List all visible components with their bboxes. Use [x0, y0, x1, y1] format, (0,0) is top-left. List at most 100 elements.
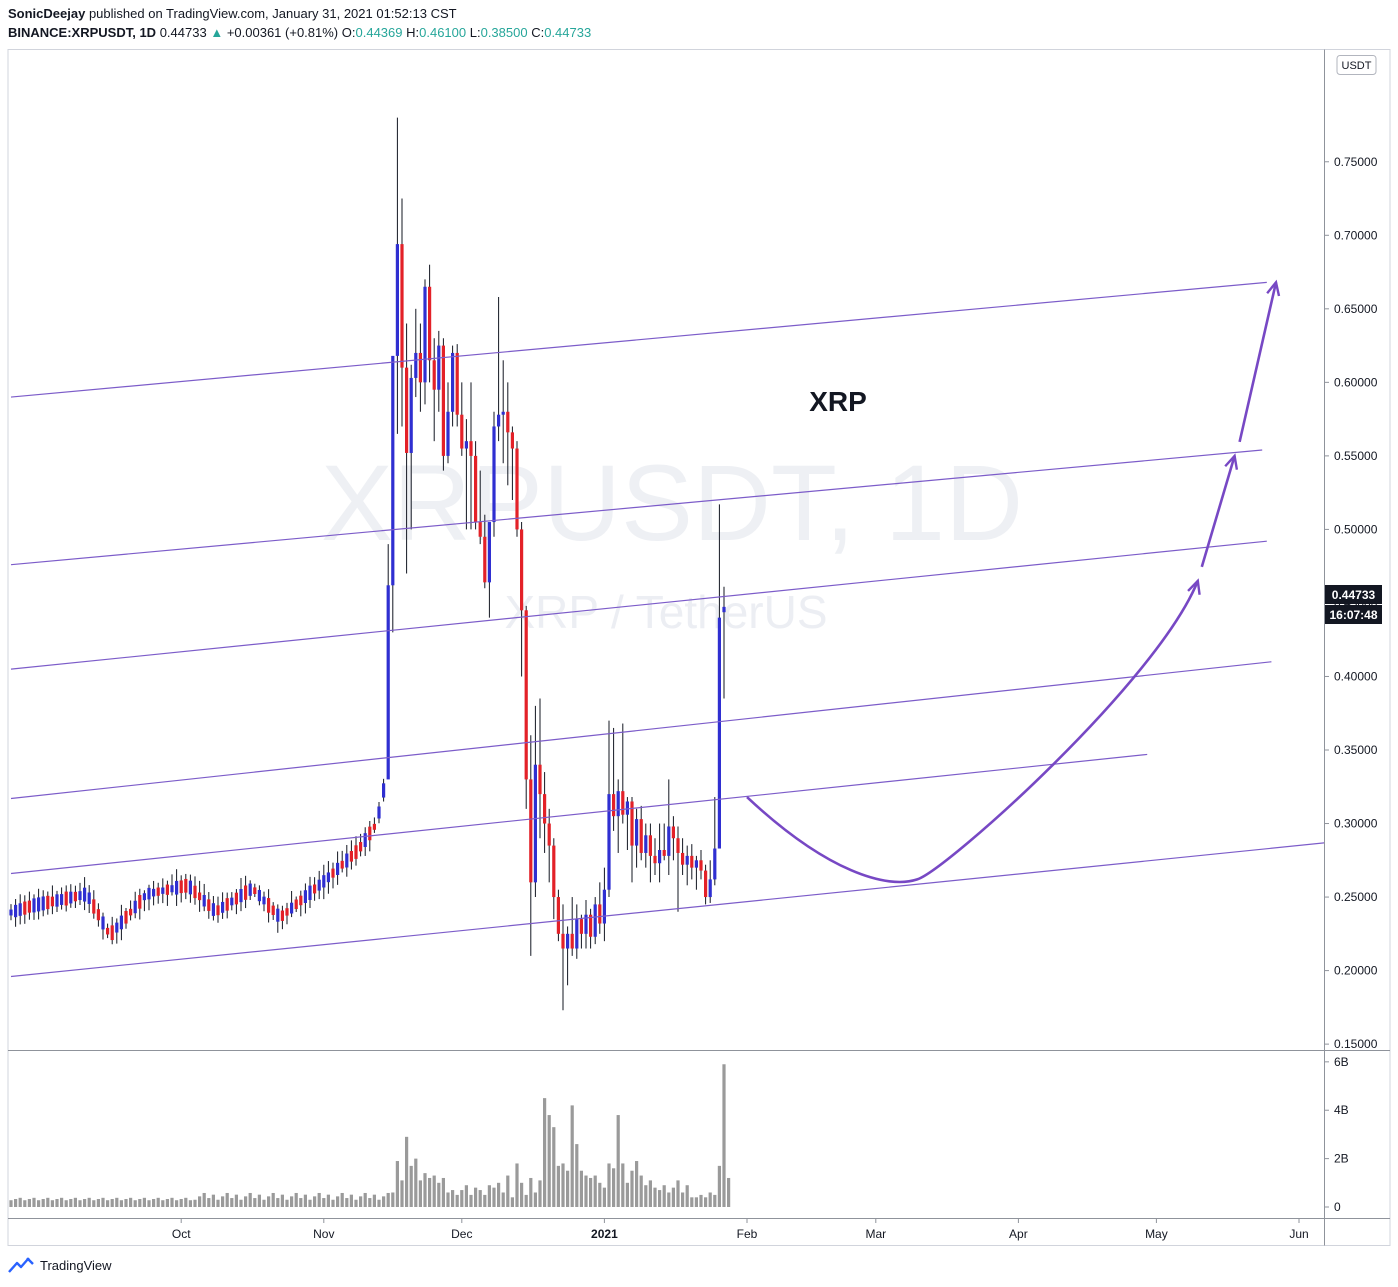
candle: [708, 860, 712, 903]
volume-bar: [124, 1199, 128, 1207]
channel-line[interactable]: [10, 832, 1398, 978]
candle: [161, 878, 165, 904]
price-tick-label: 0.65000: [1334, 302, 1378, 316]
tradingview-logo-icon[interactable]: [8, 1257, 34, 1273]
volume-bar: [717, 1165, 721, 1207]
candle: [202, 883, 206, 912]
low-label: L:: [469, 25, 481, 40]
channel-line[interactable]: [10, 540, 1267, 670]
drawings: [10, 279, 1398, 978]
candle: [50, 885, 54, 915]
price-tick-label: 0.30000: [1334, 817, 1378, 831]
channel-line[interactable]: [10, 661, 1272, 800]
candle: [244, 875, 248, 909]
publish-info: SonicDeejay published on TradingView.com…: [8, 6, 457, 21]
volume-bar: [87, 1197, 91, 1207]
volume-bar: [648, 1180, 652, 1207]
watermark-subtitle: XRP / TetherUS: [504, 586, 827, 638]
candle: [630, 797, 634, 883]
volume-bar: [55, 1199, 59, 1207]
volume-bar: [662, 1185, 666, 1207]
tradingview-brand[interactable]: TradingView: [40, 1257, 112, 1273]
channel-line[interactable]: [10, 449, 1263, 566]
projected-arrow[interactable]: [1200, 455, 1236, 568]
candle: [428, 264, 432, 383]
time-tick-label: Nov: [313, 1227, 334, 1241]
candle: [621, 723, 625, 824]
volume-bar: [18, 1197, 22, 1207]
volume-bar: [147, 1200, 151, 1207]
volume-bar: [336, 1196, 340, 1207]
volume-bar: [156, 1197, 160, 1207]
candle: [478, 470, 482, 545]
volume-bar: [727, 1177, 731, 1207]
candle: [253, 883, 257, 898]
candle: [400, 198, 404, 427]
volume-tick-label: 6B: [1334, 1055, 1349, 1069]
candle: [474, 441, 478, 530]
volume-bar: [644, 1185, 648, 1207]
volume-bar: [382, 1196, 386, 1207]
price-tick-label: 0.50000: [1334, 522, 1378, 536]
candle: [299, 890, 303, 917]
candle: [469, 382, 473, 530]
candle: [27, 891, 31, 920]
candle: [501, 360, 505, 464]
projected-curve[interactable]: [746, 580, 1200, 884]
candle: [69, 884, 73, 908]
symbol-label[interactable]: BINANCE:XRPUSDT, 1D: [8, 25, 157, 40]
candle: [87, 885, 91, 913]
candle: [267, 889, 271, 923]
volume-bar: [639, 1175, 643, 1207]
candle: [207, 892, 211, 919]
candle: [533, 705, 537, 898]
candle: [349, 840, 353, 870]
volume-bar: [704, 1197, 708, 1207]
volume-bar: [501, 1192, 505, 1207]
volume-bar: [138, 1199, 142, 1207]
volume-bar: [14, 1199, 18, 1207]
volume-bar: [290, 1196, 294, 1207]
time-axis[interactable]: Oct Nov Dec 2021 Feb Mar Apr May Jun: [172, 1218, 1309, 1241]
candle: [179, 875, 183, 903]
candle: [363, 827, 367, 856]
projected-arrow[interactable]: [1238, 282, 1278, 443]
volume-bar: [589, 1177, 593, 1207]
candle: [32, 894, 36, 920]
candle: [515, 441, 519, 537]
volume-bar: [667, 1192, 671, 1207]
candle: [83, 877, 87, 911]
price-tick-label: 0.20000: [1334, 964, 1378, 978]
volume-bar: [184, 1197, 188, 1207]
candle: [717, 504, 721, 849]
candle: [248, 880, 252, 900]
volume-bar: [248, 1192, 252, 1207]
candle: [451, 345, 455, 427]
candle: [589, 908, 593, 949]
channel-line[interactable]: [10, 753, 1148, 875]
currency-badge[interactable]: USDT: [1336, 55, 1377, 75]
candle: [276, 904, 280, 933]
volume-bar: [152, 1199, 156, 1207]
volume-axis: 6B 4B 2B 0: [1324, 1055, 1349, 1214]
author-name[interactable]: SonicDeejay: [8, 6, 86, 21]
volume-bar: [547, 1115, 551, 1207]
volume-bar: [9, 1200, 13, 1207]
volume-bar: [533, 1192, 537, 1207]
volume-bar: [621, 1163, 625, 1207]
xrp-annotation[interactable]: XRP: [809, 386, 867, 417]
volume-bar: [64, 1200, 68, 1207]
volume-bar: [391, 1192, 395, 1207]
volume-bar: [110, 1199, 114, 1207]
channel-line[interactable]: [10, 281, 1267, 398]
candle: [326, 861, 330, 894]
candle: [423, 279, 427, 405]
volume-bar: [368, 1198, 372, 1207]
volume-bar: [165, 1199, 169, 1207]
candle: [685, 845, 689, 886]
candle: [386, 544, 390, 780]
volume-bar: [685, 1185, 689, 1207]
volume-bar: [690, 1197, 694, 1207]
candle: [552, 838, 556, 920]
